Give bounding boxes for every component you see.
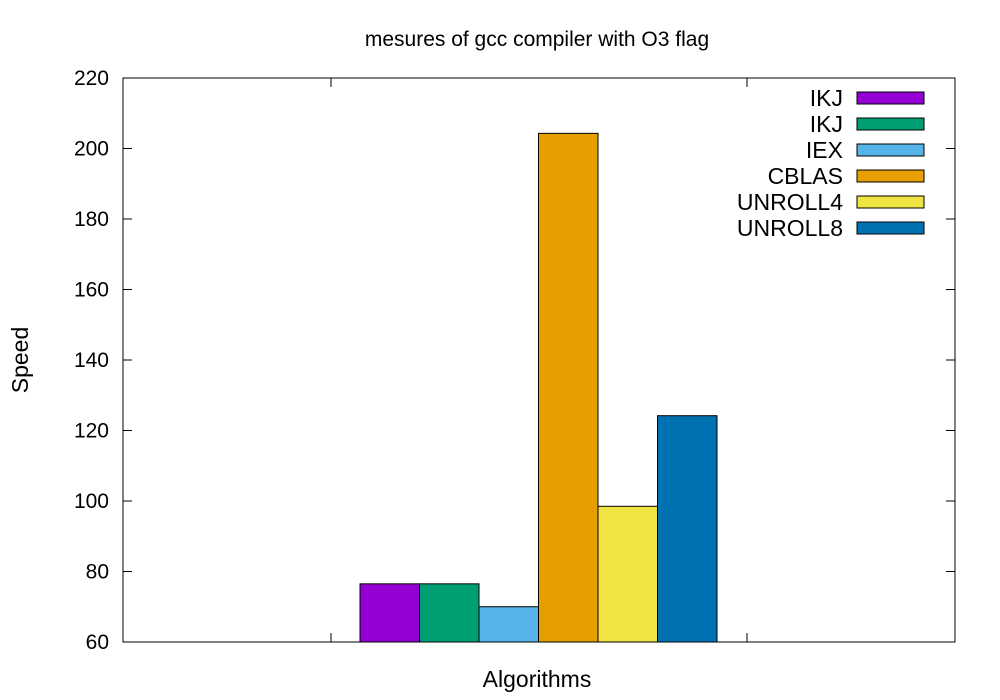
legend-label: UNROLL8 bbox=[737, 215, 843, 241]
y-axis-label: Speed bbox=[7, 327, 33, 394]
legend-label: IKJ bbox=[810, 85, 843, 111]
y-tick-label: 140 bbox=[74, 349, 109, 372]
legend-label: UNROLL4 bbox=[737, 189, 843, 215]
legend-swatch bbox=[856, 91, 925, 105]
bar-iex bbox=[478, 606, 539, 643]
plot-border bbox=[122, 77, 956, 643]
chart-title: mesures of gcc compiler with O3 flag bbox=[365, 28, 709, 51]
plot-area: 60 80 100 120 140 160 180 200 220 bbox=[74, 67, 956, 654]
y-tick-label: 100 bbox=[74, 490, 109, 513]
legend-swatch bbox=[856, 195, 925, 209]
bar-ikj bbox=[419, 583, 480, 643]
legend-swatch bbox=[856, 221, 925, 235]
bar-unroll4 bbox=[597, 505, 658, 643]
legend-swatch bbox=[856, 117, 925, 131]
bar-cblas bbox=[538, 132, 599, 643]
y-tick-label: 220 bbox=[74, 67, 109, 90]
y-tick-label: 160 bbox=[74, 279, 109, 302]
y-tick-label: 60 bbox=[86, 631, 109, 654]
legend-label: IKJ bbox=[810, 111, 843, 137]
legend-label: CBLAS bbox=[768, 163, 843, 189]
bar-unroll8 bbox=[657, 415, 718, 643]
x-axis-label: Algorithms bbox=[483, 666, 592, 692]
legend-label: IEX bbox=[806, 137, 843, 163]
y-tick-label: 200 bbox=[74, 138, 109, 161]
legend-swatch bbox=[856, 169, 925, 183]
legend-swatch bbox=[856, 143, 925, 157]
bar-ikj bbox=[359, 583, 420, 643]
y-tick-label: 120 bbox=[74, 420, 109, 443]
y-tick-label: 180 bbox=[74, 208, 109, 231]
y-tick-label: 80 bbox=[86, 561, 109, 584]
